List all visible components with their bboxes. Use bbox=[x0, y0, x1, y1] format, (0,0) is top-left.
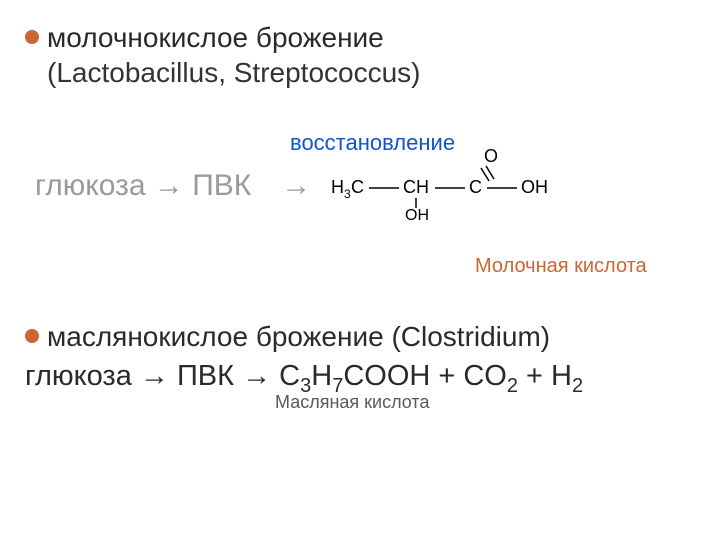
bullet-icon bbox=[25, 30, 39, 44]
butyric-mid2: COOH + CO bbox=[343, 360, 507, 392]
lactic-acid-caption: Молочная кислота bbox=[475, 255, 647, 278]
lactic-heading-row: молочнокислое брожение (Lactobacillus, S… bbox=[25, 20, 695, 90]
svg-text:OH: OH bbox=[521, 177, 548, 197]
svg-text:O: O bbox=[484, 148, 498, 166]
svg-text:C: C bbox=[351, 177, 364, 197]
arrow-to-product: → bbox=[281, 169, 311, 203]
svg-text:H: H bbox=[331, 177, 344, 197]
lactic-reaction: глюкоза → ПВК → O H 3 C CH C OH OH bbox=[35, 148, 695, 224]
svg-text:CH: CH bbox=[403, 177, 429, 197]
butyric-title: маслянокислое брожение (Clostridium) bbox=[47, 319, 550, 354]
svg-text:C: C bbox=[469, 177, 482, 197]
butyric-section: маслянокислое брожение (Clostridium) глю… bbox=[25, 319, 695, 398]
bullet-icon bbox=[25, 329, 39, 343]
lactic-acid-structure: O H 3 C CH C OH OH bbox=[331, 148, 551, 224]
lactic-title-line1: молочнокислое брожение bbox=[47, 20, 421, 55]
glucose-to-pvk: глюкоза → ПВК bbox=[35, 169, 251, 203]
butyric-mid1: H bbox=[311, 360, 332, 392]
lactic-heading: молочнокислое брожение (Lactobacillus, S… bbox=[47, 20, 421, 90]
sub-2b: 2 bbox=[572, 375, 583, 397]
svg-text:3: 3 bbox=[344, 187, 351, 201]
lactic-title-line2: (Lactobacillus, Streptococcus) bbox=[47, 55, 421, 90]
sub-2a: 2 bbox=[507, 375, 518, 397]
svg-text:OH: OH bbox=[405, 207, 429, 220]
butyric-reaction-pre: глюкоза → ПВК → C bbox=[25, 360, 300, 392]
butyric-heading-row: маслянокислое брожение (Clostridium) bbox=[25, 319, 695, 354]
butyric-mid3: + H bbox=[518, 360, 572, 392]
butyric-acid-caption: Масляная кислота bbox=[275, 392, 429, 413]
